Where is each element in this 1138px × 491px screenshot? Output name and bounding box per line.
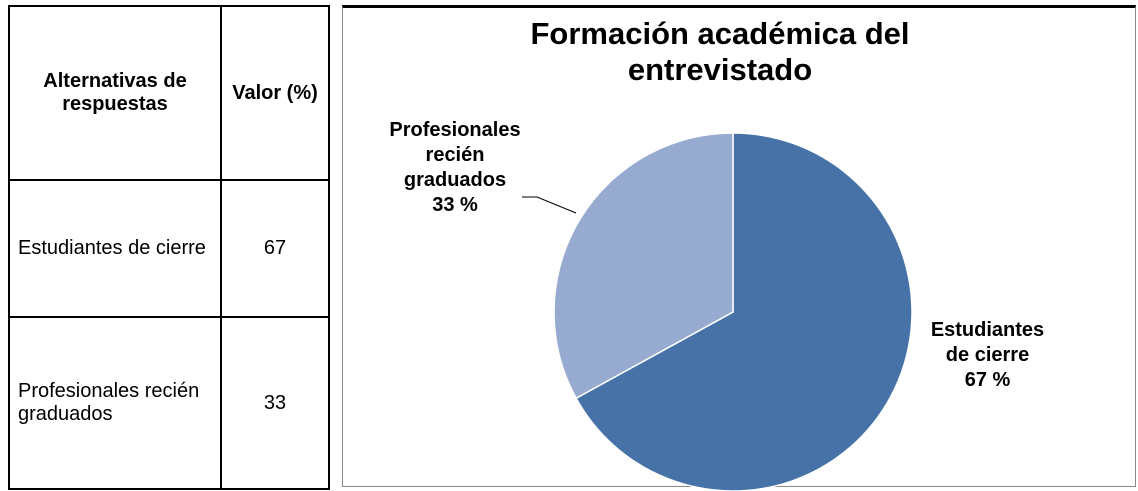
chart-title: Formación académica del entrevistado	[530, 16, 910, 87]
pie-slice	[575, 132, 913, 491]
value-label: 67 %	[964, 369, 1011, 391]
cell: Profesionales recién graduados	[8, 316, 222, 490]
pie-slice	[553, 132, 734, 400]
cell: 67	[220, 179, 330, 318]
category-label: Profesionales recién graduados	[389, 119, 521, 191]
data-table: Alternativas de respuestas Valor (%) Est…	[8, 5, 330, 490]
slice-label: Estudiantes de cierre 67 %	[930, 318, 1045, 393]
header-cell: Alternativas de respuestas	[8, 5, 222, 181]
category-label: Estudiantes de cierre	[930, 319, 1045, 366]
slice-label: Profesionales recién graduados 33 %	[385, 118, 525, 218]
header-cell: Valor (%)	[220, 5, 330, 181]
leader-line	[522, 196, 577, 214]
cell: 33	[220, 316, 330, 490]
value-label: 33 %	[432, 194, 478, 216]
cell: Estudiantes de cierre	[8, 179, 222, 318]
